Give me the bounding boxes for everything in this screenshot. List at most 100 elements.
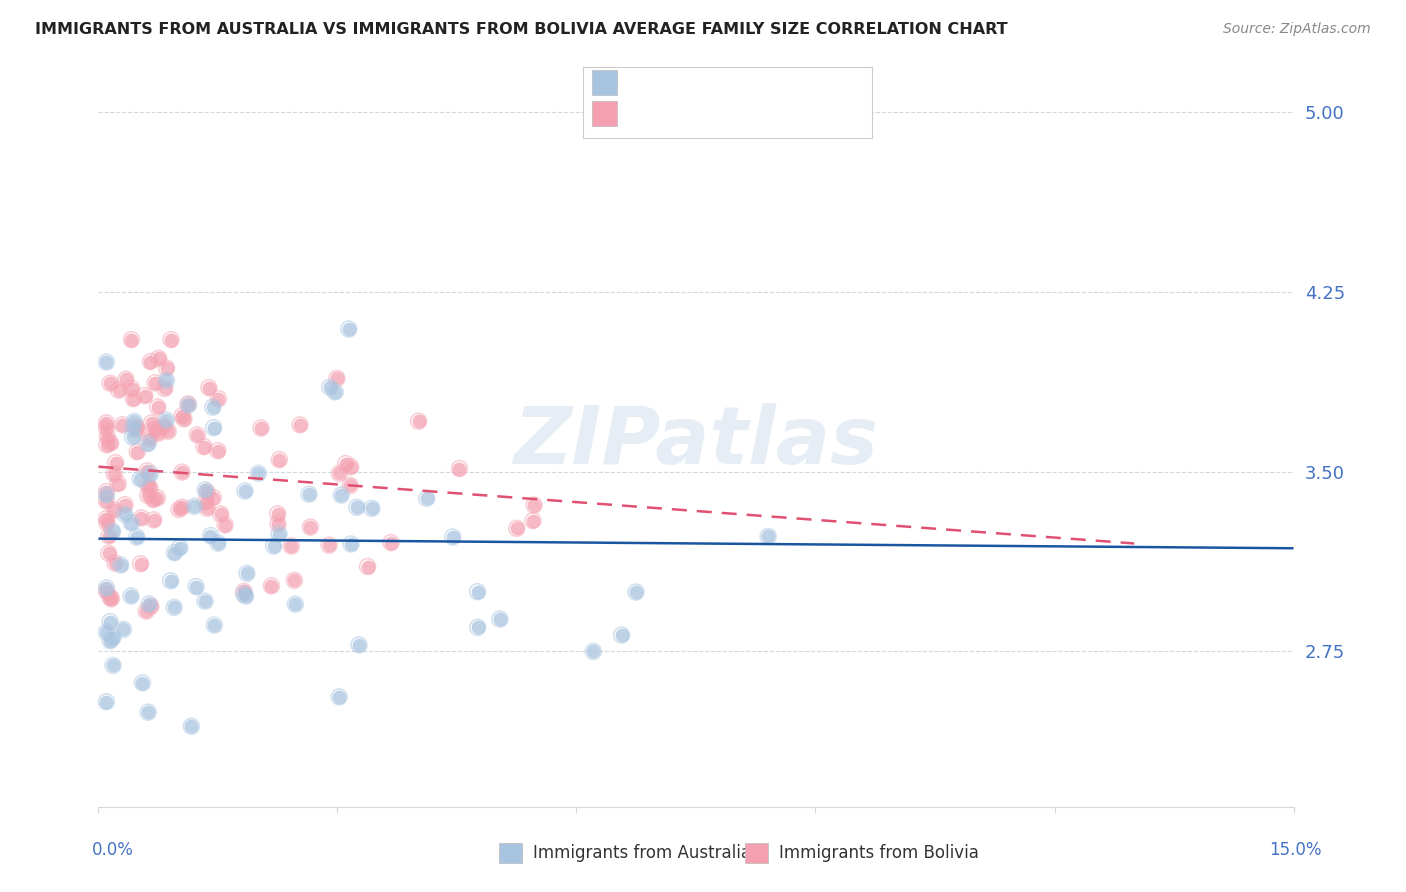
Point xyxy=(624,585,647,599)
Point xyxy=(441,530,464,544)
Point xyxy=(339,478,361,492)
Point xyxy=(111,417,134,432)
Point xyxy=(129,557,152,571)
Point xyxy=(120,589,142,603)
Point xyxy=(127,444,149,458)
Point xyxy=(101,524,124,538)
Point xyxy=(96,516,118,530)
Point xyxy=(120,589,142,603)
Point xyxy=(96,584,118,599)
Point xyxy=(250,421,273,435)
Point xyxy=(233,484,256,499)
Point xyxy=(107,383,129,397)
Point xyxy=(96,493,118,508)
Point xyxy=(233,584,256,599)
Point xyxy=(114,498,136,512)
Point xyxy=(112,623,135,637)
Point xyxy=(177,397,200,411)
Point xyxy=(163,600,186,615)
Point xyxy=(180,719,202,733)
Point xyxy=(107,476,129,491)
Text: ZIPatlas: ZIPatlas xyxy=(513,402,879,481)
Text: Immigrants from Australia: Immigrants from Australia xyxy=(533,844,751,862)
Point xyxy=(110,558,132,572)
Point xyxy=(360,501,382,516)
Point xyxy=(408,414,430,428)
Point xyxy=(121,333,143,347)
Point xyxy=(201,401,224,415)
Point xyxy=(169,541,191,555)
Point xyxy=(299,520,322,534)
Point xyxy=(163,546,186,560)
Point xyxy=(103,503,125,517)
Point xyxy=(330,488,353,502)
Point xyxy=(449,461,471,475)
Point xyxy=(267,526,290,541)
Point xyxy=(96,416,118,430)
Point xyxy=(173,412,195,426)
Point xyxy=(160,333,183,347)
Point xyxy=(103,467,125,481)
Text: 95: 95 xyxy=(783,104,807,122)
Point xyxy=(207,392,229,406)
Point xyxy=(183,500,205,514)
Point xyxy=(207,392,229,406)
Point xyxy=(142,492,165,507)
Point xyxy=(194,594,217,608)
Point xyxy=(360,501,382,516)
Point xyxy=(98,591,121,605)
Point xyxy=(153,381,176,395)
Point xyxy=(167,502,190,516)
Text: Source: ZipAtlas.com: Source: ZipAtlas.com xyxy=(1223,22,1371,37)
Point xyxy=(195,501,218,516)
Point xyxy=(136,477,159,491)
Point xyxy=(506,521,529,535)
Point xyxy=(142,513,165,527)
Point xyxy=(467,584,489,599)
Point xyxy=(136,477,159,491)
Point xyxy=(139,354,162,368)
Point xyxy=(408,414,430,428)
Point xyxy=(114,498,136,512)
Point xyxy=(104,456,127,470)
Point xyxy=(202,618,225,632)
Point xyxy=(194,483,217,497)
Point xyxy=(98,633,121,648)
Point xyxy=(121,430,143,444)
Point xyxy=(100,436,122,450)
Text: R =: R = xyxy=(626,74,664,92)
Point xyxy=(172,409,194,423)
Point xyxy=(96,484,118,499)
Point xyxy=(136,464,159,478)
Point xyxy=(155,361,177,376)
Point xyxy=(280,539,302,553)
Point xyxy=(96,625,118,640)
Point xyxy=(177,398,200,412)
Point xyxy=(340,537,363,551)
Point xyxy=(283,574,305,588)
Point xyxy=(96,695,118,709)
Point xyxy=(122,392,145,406)
Point xyxy=(207,536,229,550)
Point xyxy=(288,417,311,432)
Point xyxy=(467,620,489,634)
Point xyxy=(98,376,121,391)
Point xyxy=(280,539,302,553)
Point xyxy=(582,644,605,658)
Point xyxy=(610,628,633,642)
Point xyxy=(101,631,124,645)
Point xyxy=(260,579,283,593)
Point xyxy=(267,526,290,541)
Point xyxy=(96,421,118,435)
Point xyxy=(198,381,221,395)
Point xyxy=(114,508,136,522)
Point xyxy=(347,638,370,652)
Point xyxy=(129,472,152,486)
Point xyxy=(101,524,124,538)
Point xyxy=(267,507,290,521)
Point xyxy=(131,675,153,690)
Point xyxy=(582,644,605,658)
Point xyxy=(114,508,136,522)
Point xyxy=(120,516,142,530)
Point xyxy=(96,416,118,430)
